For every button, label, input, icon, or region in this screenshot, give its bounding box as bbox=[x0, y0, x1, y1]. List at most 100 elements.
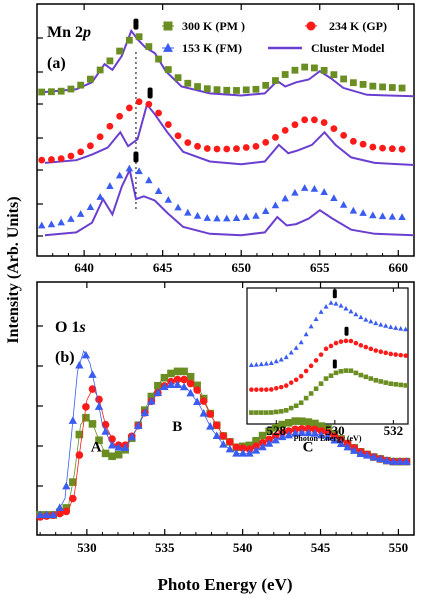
data-point bbox=[88, 385, 97, 393]
inset-data-point bbox=[328, 300, 334, 305]
data-point bbox=[298, 417, 306, 426]
data-point bbox=[194, 83, 201, 90]
data-point bbox=[199, 397, 208, 405]
inset-data-point bbox=[273, 385, 279, 391]
data-point bbox=[212, 421, 221, 430]
inset-data-point bbox=[383, 380, 389, 385]
data-point bbox=[145, 43, 153, 50]
inset-data-point bbox=[373, 378, 379, 383]
data-point bbox=[101, 427, 110, 435]
data-point bbox=[242, 86, 250, 94]
data-point bbox=[369, 143, 377, 151]
data-point bbox=[125, 104, 133, 112]
data-point bbox=[108, 452, 116, 461]
data-point bbox=[398, 84, 406, 92]
data-point bbox=[271, 424, 280, 432]
data-point bbox=[206, 421, 215, 430]
data-point bbox=[349, 79, 357, 87]
inset-data-point bbox=[273, 409, 279, 415]
data-point bbox=[311, 419, 319, 428]
data-point bbox=[330, 194, 338, 201]
data-point bbox=[127, 432, 136, 441]
data-point bbox=[75, 451, 84, 459]
data-point bbox=[173, 380, 182, 389]
data-point bbox=[225, 444, 235, 453]
data-point bbox=[57, 218, 65, 226]
data-point bbox=[160, 382, 169, 391]
data-point bbox=[167, 369, 175, 378]
data-point bbox=[402, 457, 411, 465]
data-point bbox=[278, 420, 287, 429]
inset-data-point bbox=[318, 352, 324, 357]
data-point bbox=[95, 436, 103, 445]
data-point bbox=[258, 442, 267, 451]
x-tick-label: 650 bbox=[231, 260, 251, 275]
legend-symbol-marker bbox=[163, 42, 173, 52]
data-point bbox=[395, 457, 405, 465]
legend-symbol-marker bbox=[306, 21, 316, 31]
data-point bbox=[114, 443, 123, 451]
panel-a-series-layer bbox=[37, 18, 415, 237]
data-point bbox=[77, 148, 85, 156]
data-point bbox=[125, 164, 134, 172]
data-point bbox=[116, 47, 124, 55]
data-point bbox=[369, 452, 378, 461]
inset-data-point bbox=[333, 370, 339, 376]
inset-data-point bbox=[388, 381, 394, 387]
inset-data-point bbox=[403, 383, 408, 388]
data-point bbox=[55, 503, 64, 512]
inset-data-point bbox=[263, 361, 269, 366]
data-point bbox=[86, 203, 95, 211]
data-point bbox=[363, 451, 372, 459]
data-point bbox=[96, 133, 104, 141]
data-point bbox=[226, 438, 234, 446]
panel-a-element-label: Mn 2p bbox=[47, 24, 91, 41]
data-point bbox=[300, 184, 309, 191]
data-point bbox=[115, 171, 124, 179]
data-point bbox=[96, 193, 104, 200]
data-point bbox=[330, 125, 338, 132]
inset-data-point bbox=[318, 309, 324, 314]
inset-data-point bbox=[313, 316, 319, 322]
data-point bbox=[271, 435, 280, 444]
x-tick-label: 550 bbox=[389, 540, 409, 555]
inset-data-point bbox=[338, 369, 344, 374]
inset-data-point bbox=[398, 352, 403, 358]
panel-b-frame bbox=[36, 281, 415, 536]
data-point bbox=[174, 203, 182, 211]
data-point bbox=[120, 443, 130, 451]
data-point bbox=[135, 98, 143, 106]
data-point bbox=[153, 388, 163, 396]
inset-data-point bbox=[388, 324, 394, 329]
inset-data-point bbox=[333, 340, 339, 346]
data-point bbox=[203, 214, 212, 221]
inset-data-point bbox=[358, 314, 364, 320]
inset-data-point bbox=[358, 372, 364, 378]
data-point bbox=[184, 139, 192, 147]
data-point bbox=[57, 155, 65, 162]
x-tick-label: 660 bbox=[389, 260, 409, 275]
data-point bbox=[284, 430, 293, 439]
data-point bbox=[281, 127, 289, 134]
inset-data-point bbox=[358, 343, 364, 348]
data-point bbox=[232, 214, 241, 222]
data-point bbox=[107, 440, 117, 449]
data-point bbox=[88, 420, 97, 428]
inset-data-point bbox=[268, 360, 274, 365]
inset-data-point bbox=[254, 387, 259, 392]
data-point bbox=[94, 402, 104, 410]
data-point bbox=[82, 413, 90, 422]
data-point bbox=[49, 510, 58, 519]
data-point bbox=[96, 66, 104, 74]
inset-data-point bbox=[368, 318, 374, 324]
x-tick-label: 640 bbox=[74, 260, 94, 275]
peak-marker bbox=[133, 151, 139, 163]
data-point bbox=[379, 144, 386, 152]
inset-data-point bbox=[378, 349, 384, 355]
data-point bbox=[233, 87, 240, 94]
inset-data-point bbox=[288, 349, 294, 355]
inset-data-point bbox=[363, 317, 369, 322]
inset-data-point bbox=[308, 363, 314, 369]
inset-peak-marker bbox=[332, 289, 337, 299]
panel-b-label: (b) bbox=[55, 349, 75, 366]
